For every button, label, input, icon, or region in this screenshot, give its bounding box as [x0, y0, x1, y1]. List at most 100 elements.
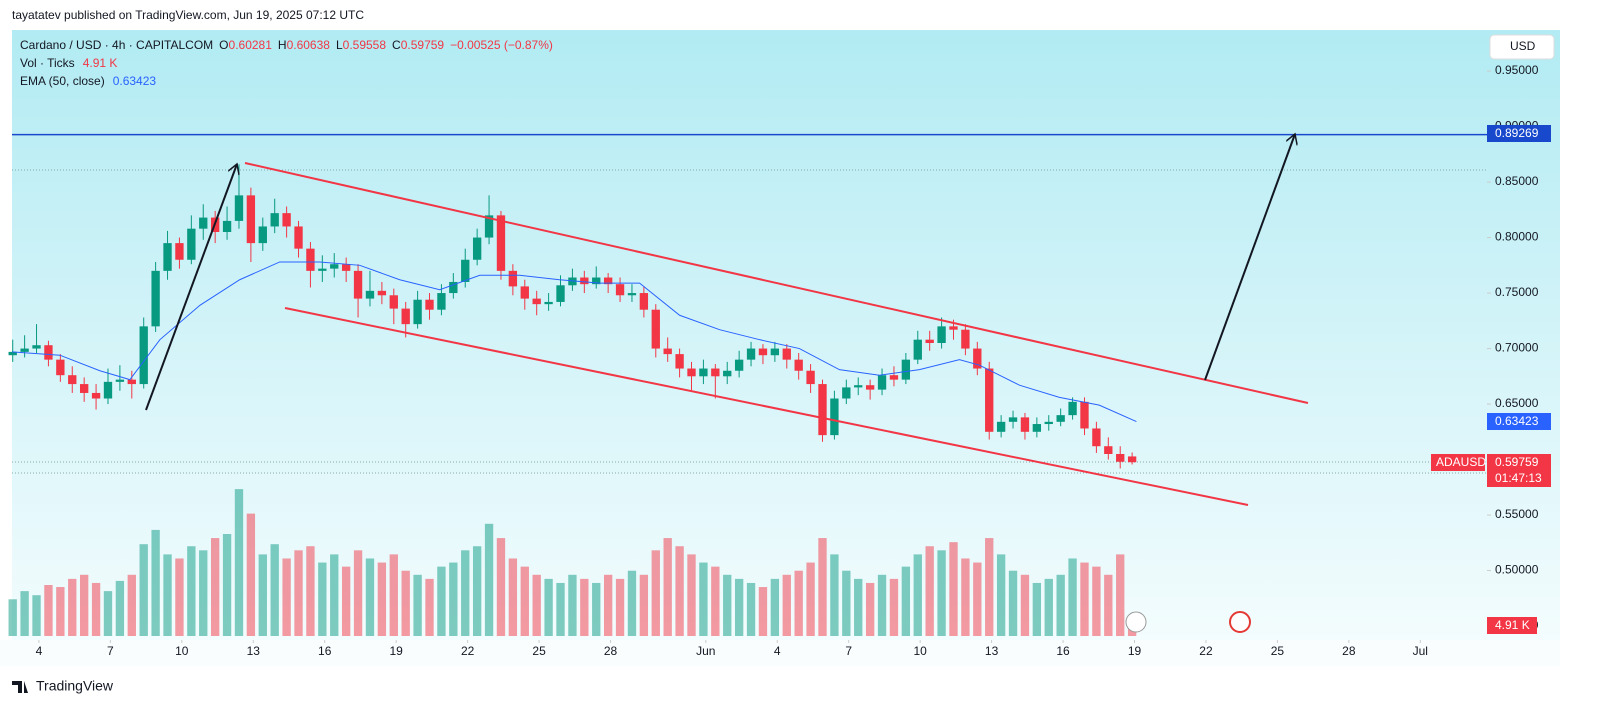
- candle-body: [270, 213, 279, 227]
- volume-bar: [615, 578, 625, 636]
- candle-body: [532, 298, 541, 305]
- channel-lower: [284, 307, 1249, 506]
- volume-bar: [1080, 562, 1089, 636]
- candle-body: [818, 384, 827, 436]
- channel-upper: [244, 162, 1309, 404]
- candle-body: [782, 348, 791, 360]
- candle-body: [973, 348, 982, 369]
- candle-body: [794, 359, 803, 371]
- candle-body: [496, 215, 506, 271]
- volume-bar: [651, 550, 660, 636]
- candle-body: [687, 368, 696, 377]
- volume-bar: [1092, 566, 1101, 636]
- candle-body: [151, 270, 160, 327]
- volume-bar: [91, 582, 101, 636]
- volume-bar: [449, 562, 458, 636]
- candle-body: [663, 348, 672, 355]
- volume-bar: [115, 580, 125, 636]
- volume-bar: [734, 578, 744, 636]
- candle-body: [615, 284, 625, 296]
- candle-body: [1127, 456, 1137, 463]
- volume-bar: [913, 554, 922, 636]
- candle-body: [306, 248, 315, 271]
- candle-body: [175, 243, 184, 260]
- legend-volume: Vol · Ticks 4.91 K: [20, 56, 117, 70]
- candle-body: [770, 348, 780, 356]
- candle-body: [449, 281, 458, 294]
- volume-bar: [996, 554, 1006, 636]
- candle-body: [425, 299, 434, 310]
- plot-background: [12, 30, 1560, 666]
- x-tick-label: 16: [318, 644, 332, 658]
- volume-bar: [818, 538, 827, 636]
- ticker: ADAUSD: [1436, 455, 1486, 469]
- volume-bar: [1056, 574, 1065, 636]
- event-icon[interactable]: [1125, 611, 1147, 633]
- volume-bar: [377, 562, 387, 636]
- candle-body: [1104, 446, 1113, 454]
- candle-body: [187, 228, 196, 260]
- candle-body: [830, 398, 839, 436]
- candle-body: [985, 368, 994, 432]
- candle-body: [746, 348, 756, 360]
- flag-icon[interactable]: [1229, 611, 1251, 633]
- candle-body: [996, 421, 1006, 432]
- volume-bar: [413, 574, 422, 636]
- candle-body: [437, 293, 446, 310]
- volume-bar: [318, 562, 327, 636]
- volume-bar: [472, 546, 482, 636]
- volume-bar: [103, 591, 113, 636]
- countdown: 01:47:13: [1495, 471, 1542, 485]
- price-box: [1487, 454, 1551, 487]
- volume-bar: [580, 578, 589, 636]
- candle-body: [401, 308, 410, 325]
- volume-bar: [663, 538, 672, 636]
- candle-body: [603, 277, 613, 285]
- candle-body: [734, 359, 744, 371]
- arrow-target: [1204, 134, 1295, 381]
- currency-button[interactable]: [1489, 34, 1555, 60]
- volume-bar: [675, 546, 684, 636]
- volume-bar: [282, 558, 291, 636]
- ticker-box: [1431, 454, 1485, 471]
- volume-bar: [758, 587, 768, 636]
- x-tick-label: 10: [913, 644, 927, 658]
- y-tick-label: 0.65000: [1495, 396, 1539, 410]
- candle-body: [1092, 428, 1101, 447]
- volume-bar: [496, 538, 506, 636]
- candle-body: [8, 351, 17, 356]
- candle-body: [365, 290, 375, 299]
- volume-bar: [44, 585, 53, 636]
- volume-bar: [139, 544, 148, 636]
- volume-bar: [127, 574, 136, 636]
- candle-body: [389, 295, 398, 309]
- volume-bar: [854, 578, 863, 636]
- candle-body: [1068, 401, 1077, 416]
- candle-body: [472, 237, 482, 260]
- candle-body: [1032, 424, 1042, 432]
- volume-bar: [973, 562, 982, 636]
- candle-body: [377, 290, 387, 296]
- candle-body: [1044, 421, 1053, 425]
- x-tick-label: 25: [532, 644, 546, 658]
- volume-label: 4.91 K: [1495, 618, 1530, 632]
- volume-bar: [175, 558, 184, 636]
- volume-bar: [877, 574, 887, 636]
- candle-body: [544, 301, 553, 305]
- volume-bar: [639, 574, 649, 636]
- volume-bar: [1068, 558, 1077, 636]
- x-tick-label: Jul: [1413, 644, 1428, 658]
- candle-body: [318, 268, 327, 271]
- volume-bar: [365, 558, 375, 636]
- volume-bar: [592, 582, 601, 636]
- x-tick-label: 7: [845, 644, 852, 658]
- candle-body: [854, 385, 863, 388]
- candle-body: [1020, 417, 1030, 432]
- volume-bar: [68, 578, 77, 636]
- volume-bar: [461, 550, 470, 636]
- volume-bar: [222, 534, 232, 636]
- candle-body: [79, 384, 89, 393]
- volume-bar: [330, 554, 339, 636]
- x-tick-label: 22: [1199, 644, 1213, 658]
- volume-bar: [937, 550, 946, 636]
